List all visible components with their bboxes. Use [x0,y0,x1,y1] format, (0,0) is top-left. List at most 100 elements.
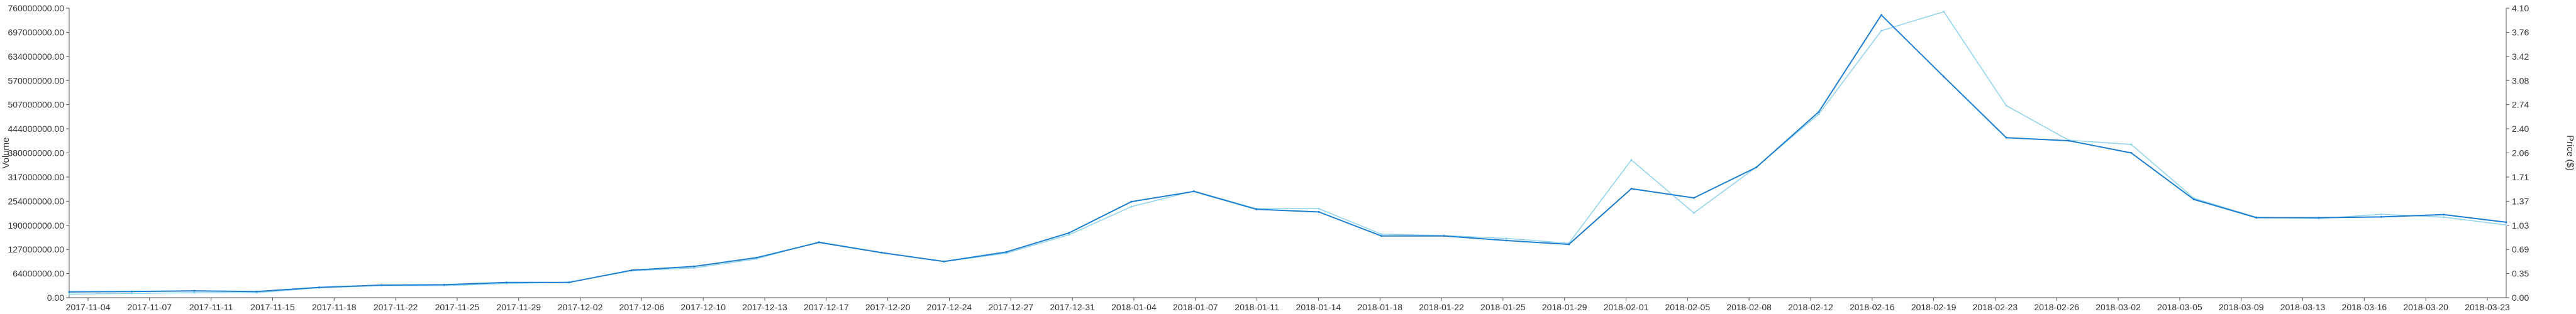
x-tick-label: 2018-01-04 [1111,302,1157,312]
x-tick-label: 2017-11-15 [250,302,295,312]
price-point [1505,237,1507,240]
volume-point [506,281,508,284]
price-point [193,291,196,294]
volume-point [2505,221,2507,224]
price-point [1818,113,1820,116]
x-tick-label: 2018-01-18 [1357,302,1402,312]
x-tick-label: 2017-11-29 [496,302,541,312]
x-tick-label: 2018-03-09 [2219,302,2264,312]
volume-point [193,290,196,292]
x-tick-label: 2018-02-23 [1973,302,2018,312]
x-tick-label: 2017-11-04 [66,302,111,312]
left-axis-title: Volume [1,137,11,168]
volume-point [2067,139,2070,142]
left-tick-label: 64000000.00 [13,269,64,279]
volume-point [630,269,633,271]
x-tick-label: 2017-12-02 [558,302,603,312]
x-tick-label: 2018-03-20 [2403,302,2448,312]
x-tick-label: 2018-01-11 [1235,302,1279,312]
price-point [693,267,696,269]
right-tick-label: 3.76 [2512,27,2529,37]
x-tick-label: 2018-01-07 [1173,302,1218,312]
volume-point [880,251,883,254]
volume-point [818,241,820,244]
price-point [1630,159,1633,161]
x-tick-label: 2018-02-05 [1665,302,1711,312]
series-layer [68,11,2507,295]
volume-point [1568,243,1570,246]
price-point [1943,11,1945,13]
volume-point [2192,198,2195,201]
price-point [1130,205,1133,208]
volume-point [2443,214,2445,216]
right-tick-label: 2.40 [2512,124,2529,134]
x-tick-label: 2018-03-16 [2342,302,2387,312]
volume-point [1005,251,1008,253]
right-axis-title: Price ($) [2565,135,2575,171]
left-tick-label: 760000000.00 [8,3,64,13]
x-tick-label: 2017-12-17 [804,302,849,312]
volume-point [130,290,133,293]
price-point [130,292,133,295]
x-tick-label: 2017-11-22 [374,302,418,312]
x-tick-label: 2017-12-31 [1050,302,1095,312]
right-tick-label: 1.03 [2512,220,2529,230]
x-tick-label: 2018-01-25 [1480,302,1526,312]
x-tick-label: 2017-11-18 [312,302,357,312]
left-tick-label: 570000000.00 [8,75,64,85]
volume-point [1192,190,1195,193]
x-tick-label: 2018-02-08 [1726,302,1772,312]
price-point [1318,207,1320,210]
volume-point [1505,239,1507,242]
x-tick-label: 2017-12-13 [742,302,787,312]
volume-point [693,265,696,268]
x-tick-label: 2018-03-13 [2280,302,2326,312]
x-tick-label: 2018-01-29 [1542,302,1587,312]
volume-point [2005,136,2007,139]
volume-point [1380,235,1383,237]
volume-point [380,284,383,286]
volume-point [255,290,258,293]
x-tick-label: 2018-03-05 [2157,302,2202,312]
price-point [68,293,70,295]
right-tick-label: 2.06 [2512,148,2529,158]
x-tick-label: 2017-11-25 [435,302,480,312]
left-tick-label: 444000000.00 [8,124,64,134]
left-tick-label: 634000000.00 [8,51,64,62]
volume-point [1130,200,1133,203]
left-tick-label: 0.00 [47,293,64,303]
volume-point [1818,111,1820,113]
x-tick-label: 2017-11-11 [189,302,233,312]
x-tick-label: 2017-12-24 [927,302,972,312]
x-tick-label: 2018-03-02 [2096,302,2141,312]
price-point [2130,143,2133,146]
price-point [1880,30,1882,32]
volume-point [943,260,945,263]
left-tick-label: 190000000.00 [8,220,64,230]
right-tick-label: 2.74 [2512,100,2529,110]
x-tick-label: 2018-02-16 [1850,302,1895,312]
volume-point [1068,232,1070,234]
x-tick-label: 2018-01-22 [1419,302,1464,312]
volume-point [755,256,758,259]
price-point [1068,234,1070,236]
right-tick-label: 4.10 [2512,3,2529,13]
volume-point [1255,208,1258,210]
x-tick-label: 2017-12-06 [619,302,665,312]
volume-point [1630,188,1633,190]
volume-point [443,283,445,286]
price-point [1380,233,1383,236]
volume-point [568,281,570,284]
left-tick-label: 317000000.00 [8,172,64,182]
right-y-axis: 0.00 0.35 0.69 1.03 1.37 1.71 2.06 2.40 2.74 3.08… [2506,3,2529,303]
right-tick-label: 1.71 [2512,172,2529,182]
x-tick-label: 2018-02-01 [1604,302,1649,312]
left-y-axis: 0.00 64000000.00 127000000.00 190000000.00 2… [8,3,70,303]
price-line [69,11,2507,295]
left-tick-label: 127000000.00 [8,244,64,254]
volume-point [2130,152,2133,154]
x-tick-label: 2018-02-26 [2034,302,2079,312]
x-tick-label: 2018-02-19 [1911,302,1957,312]
x-tick-label: 2018-02-12 [1788,302,1833,312]
